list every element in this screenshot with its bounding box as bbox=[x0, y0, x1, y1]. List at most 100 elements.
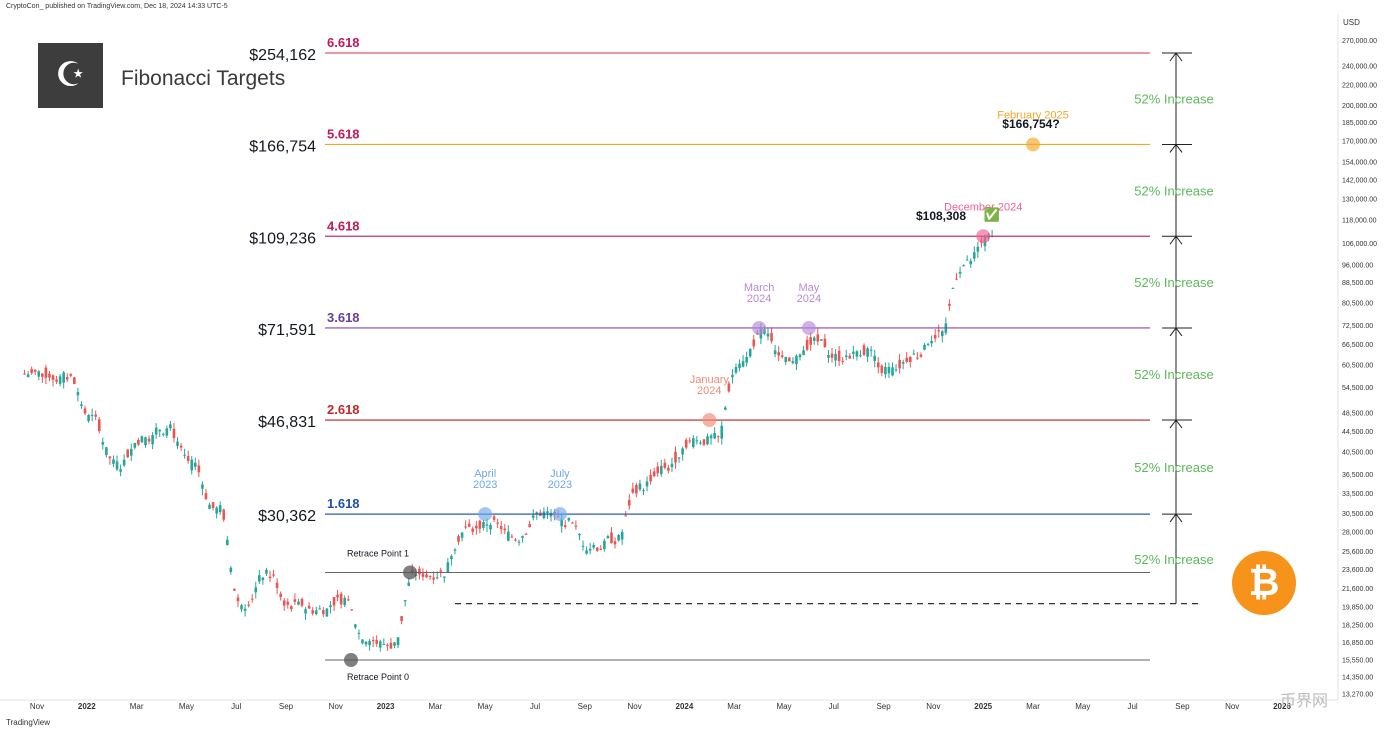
candle-body bbox=[844, 355, 848, 358]
fib-price-label: $254,162 bbox=[249, 47, 316, 64]
candle-body bbox=[514, 539, 517, 541]
y-tick-label: 30,500.00 bbox=[1342, 511, 1373, 518]
fib-price-label: $46,831 bbox=[258, 414, 316, 431]
candle-body bbox=[485, 524, 489, 526]
candle-body bbox=[179, 445, 183, 448]
x-tick-label: Nov bbox=[329, 702, 343, 711]
y-tick-label: 54,500.00 bbox=[1342, 385, 1373, 392]
y-tick-label: 66,500.00 bbox=[1342, 342, 1373, 349]
candle-body bbox=[681, 448, 684, 455]
candle-body bbox=[382, 643, 386, 645]
candle-body bbox=[788, 357, 791, 362]
event-marker bbox=[752, 320, 767, 335]
candle-body bbox=[827, 354, 830, 358]
candle-body bbox=[446, 562, 450, 573]
candle-body bbox=[595, 547, 599, 551]
candle-body bbox=[297, 601, 300, 605]
candle-body bbox=[258, 575, 261, 582]
x-tick-label: May bbox=[1075, 702, 1090, 711]
retrace-marker bbox=[344, 653, 358, 667]
candle-body bbox=[193, 462, 197, 467]
candle-body bbox=[464, 526, 467, 528]
y-tick-label: 19,850.00 bbox=[1342, 604, 1373, 611]
candle-body bbox=[254, 587, 258, 593]
fib-price-label: $71,591 bbox=[258, 322, 316, 339]
candle-body bbox=[677, 457, 681, 459]
candle-body bbox=[165, 428, 169, 436]
y-tick-label: 72,500.00 bbox=[1342, 323, 1373, 330]
candle-body bbox=[375, 640, 379, 644]
candle-body bbox=[563, 525, 567, 527]
candle-body bbox=[425, 574, 428, 578]
candle-body bbox=[226, 539, 229, 546]
candle-body bbox=[688, 440, 692, 442]
candle-body bbox=[524, 533, 528, 535]
x-tick-label: 2022 bbox=[78, 702, 96, 711]
candle-body bbox=[368, 640, 371, 646]
candle-body bbox=[233, 588, 236, 591]
candle-body bbox=[848, 355, 852, 359]
y-tick-label: 33,500.00 bbox=[1342, 491, 1373, 498]
candle-body bbox=[812, 337, 816, 341]
candle-body bbox=[869, 349, 873, 351]
candle-body bbox=[603, 540, 606, 550]
candle-body bbox=[158, 429, 162, 432]
candle-body bbox=[222, 509, 226, 520]
x-tick-label: Jul bbox=[1127, 702, 1137, 711]
y-tick-label: 240,000.00 bbox=[1342, 63, 1377, 70]
marker-label: January bbox=[690, 374, 730, 386]
candle-body bbox=[350, 609, 354, 611]
fib-price-label: $109,236 bbox=[249, 230, 316, 247]
fib-ratio-label: 1.618 bbox=[327, 496, 360, 511]
arrow-up-icon bbox=[1169, 419, 1183, 429]
candle-body bbox=[752, 339, 756, 347]
candle-body bbox=[304, 609, 307, 614]
candle-body bbox=[457, 536, 460, 542]
candle-body bbox=[65, 377, 69, 380]
marker-label: December 2024 bbox=[944, 201, 1022, 213]
candle-body bbox=[567, 518, 571, 521]
candle-body bbox=[133, 443, 137, 448]
y-tick-label: 36,500.00 bbox=[1342, 472, 1373, 479]
candle-body bbox=[795, 355, 798, 365]
candle-body bbox=[635, 484, 638, 494]
x-tick-label: Sep bbox=[1175, 702, 1190, 711]
arrow-up-icon bbox=[1169, 52, 1183, 62]
candle-body bbox=[507, 531, 510, 541]
candle-body bbox=[144, 437, 147, 446]
y-tick-label: 106,000.00 bbox=[1342, 241, 1377, 248]
candle-body bbox=[578, 533, 581, 536]
x-tick-label: Nov bbox=[30, 702, 44, 711]
candle-body bbox=[592, 544, 595, 548]
event-marker bbox=[478, 507, 493, 522]
candle-body bbox=[969, 260, 973, 265]
candle-body bbox=[371, 639, 375, 642]
candle-body bbox=[112, 459, 115, 464]
candle-body bbox=[322, 610, 325, 615]
candle-body bbox=[894, 369, 898, 371]
candle-body bbox=[137, 440, 140, 445]
x-tick-label: 2025 bbox=[974, 702, 992, 711]
candle-body bbox=[528, 524, 531, 528]
candle-body bbox=[859, 355, 862, 357]
candle-body bbox=[55, 379, 58, 382]
candle-body bbox=[208, 504, 211, 509]
fib-ratio-label: 2.618 bbox=[327, 402, 360, 417]
y-tick-label: 13,270.00 bbox=[1342, 692, 1373, 699]
x-tick-label: Mar bbox=[130, 702, 144, 711]
candle-body bbox=[307, 605, 311, 609]
candle-body bbox=[674, 451, 677, 463]
marker-label: 2024 bbox=[697, 385, 721, 397]
candle-body bbox=[325, 608, 329, 617]
y-tick-label: 21,600.00 bbox=[1342, 586, 1373, 593]
event-marker bbox=[1026, 137, 1040, 152]
candle-body bbox=[183, 454, 186, 456]
marker-label: May bbox=[799, 282, 820, 294]
candle-body bbox=[44, 367, 48, 378]
candle-body bbox=[41, 373, 44, 377]
candle-body bbox=[105, 447, 108, 456]
candle-body bbox=[403, 600, 407, 602]
candle-body bbox=[695, 440, 699, 442]
bitcoin-icon: ₿ bbox=[1232, 551, 1296, 615]
